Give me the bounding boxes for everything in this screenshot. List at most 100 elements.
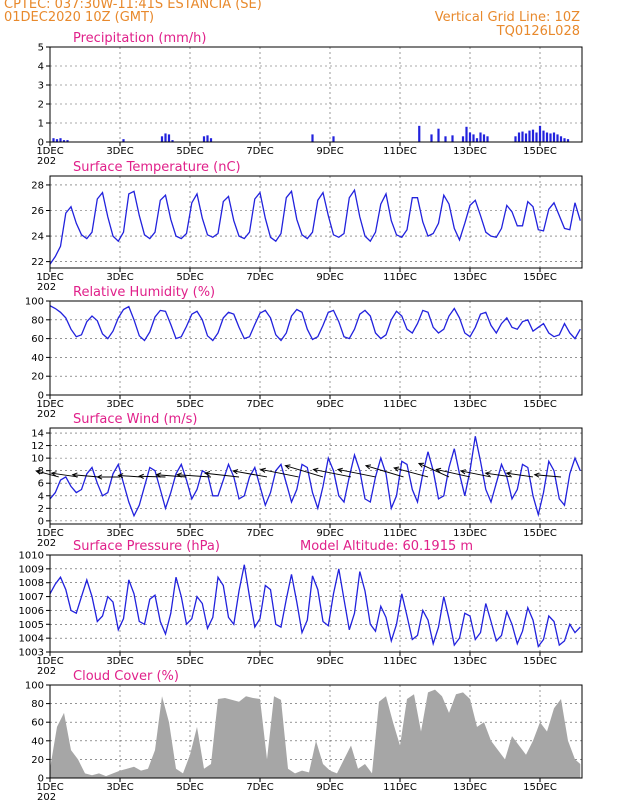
- precip-bar: [164, 133, 167, 142]
- precip-bar: [535, 132, 538, 142]
- precip-bar: [52, 138, 55, 142]
- precip-bar: [437, 128, 440, 142]
- rh-ytick-label: 60: [31, 334, 44, 345]
- rh-xtick-label: 5DEC: [176, 399, 203, 410]
- pres-ytick-label: 1004: [19, 634, 44, 645]
- precip-bar: [542, 130, 545, 142]
- wind-vector: [534, 474, 562, 478]
- rh-xtick-label: 11DEC: [383, 399, 417, 410]
- wind-xtick-label: 15DEC: [523, 528, 557, 539]
- precip-bar: [545, 132, 549, 142]
- precip-bar: [556, 134, 559, 142]
- wind-title: Surface Wind (m/s): [73, 412, 197, 427]
- wind-xtick-label: 7DEC: [246, 528, 273, 539]
- wind-ytick-label: 14: [31, 429, 44, 440]
- wind-vector: [460, 470, 492, 478]
- rh-year-fragment: 202: [37, 409, 56, 420]
- precip-bar: [418, 125, 421, 142]
- rh-xtick-label: 3DEC: [106, 399, 133, 410]
- temp-ytick-label: 28: [31, 180, 44, 191]
- temp-xtick-label: 7DEC: [246, 272, 273, 283]
- wind-vector-head: [417, 462, 425, 468]
- temp-xtick-label: 13DEC: [453, 272, 487, 283]
- precip-xtick-label: 1DEC: [36, 146, 63, 157]
- cloud-year-fragment: 202: [37, 792, 56, 800]
- wind-vector-head: [364, 464, 372, 470]
- precip-bar: [160, 136, 164, 142]
- pres-year-fragment: 202: [37, 666, 56, 677]
- precip-ytick-label: 1: [38, 119, 44, 130]
- rh-xtick-label: 7DEC: [246, 399, 273, 410]
- wind-vector: [260, 468, 299, 478]
- wind-vector: [285, 465, 324, 478]
- wind-xtick-label: 1DEC: [36, 528, 63, 539]
- precip-bar: [472, 134, 475, 142]
- precip-bar: [563, 138, 566, 142]
- cloud-xtick-label: 15DEC: [523, 782, 557, 793]
- cloud-ytick-label: 0: [38, 774, 44, 785]
- cloud-area: [50, 689, 581, 778]
- rh-title: Relative Humidity (%): [73, 285, 215, 300]
- precip-bar: [521, 131, 524, 142]
- wind-ytick-label: 0: [38, 516, 44, 527]
- pres-title: Surface Pressure (hPa): [73, 539, 220, 554]
- precip-xtick-label: 5DEC: [176, 146, 203, 157]
- rh-series-line: [49, 305, 581, 342]
- cloud-xtick-label: 7DEC: [246, 782, 273, 793]
- temp-title: Surface Temperature (nC): [73, 160, 241, 175]
- pres-xtick-label: 15DEC: [523, 656, 557, 667]
- wind-vector-head: [71, 472, 78, 478]
- precip-bar: [538, 125, 542, 142]
- precip-ytick-label: 5: [38, 43, 44, 54]
- precip-bar: [549, 133, 552, 142]
- precip-xtick-label: 11DEC: [383, 146, 417, 157]
- wind-vector: [365, 465, 404, 478]
- rh-ytick-label: 100: [25, 297, 44, 308]
- pres-ytick-label: 1006: [19, 606, 44, 617]
- cloud-ytick-label: 80: [31, 699, 44, 710]
- temp-xtick-label: 3DEC: [106, 272, 133, 283]
- wind-xtick-label: 13DEC: [453, 528, 487, 539]
- precip-bar: [552, 132, 556, 142]
- pres-ytick-label: 1010: [19, 551, 44, 562]
- wind-ytick-label: 10: [31, 454, 44, 465]
- temp-xtick-label: 9DEC: [316, 272, 343, 283]
- wind-ytick-label: 6: [38, 479, 44, 490]
- precip-bar: [479, 132, 482, 142]
- precip-year-fragment: 202: [37, 156, 56, 167]
- temp-panel: 22 24 26 28 1DEC 3DEC 5DEC 7DEC 9DEC 11DEC 13DEC 15…: [31, 160, 583, 293]
- rh-ytick-label: 20: [31, 372, 44, 383]
- wind-vector: [51, 472, 79, 478]
- precip-bar: [167, 134, 171, 142]
- wind-vector-head: [232, 469, 239, 475]
- header-grid-line: Vertical Grid Line: 10Z: [434, 10, 580, 25]
- precip-frame: [49, 46, 583, 143]
- wind-vector-head: [204, 471, 211, 477]
- wind-vector-head: [505, 471, 512, 477]
- wind-series-line: [49, 436, 581, 518]
- precip-xtick-label: 9DEC: [316, 146, 343, 157]
- precip-ytick-label: 0: [38, 138, 44, 149]
- precip-bar: [566, 139, 570, 142]
- wind-vector-head: [284, 464, 291, 470]
- wind-vector: [72, 474, 100, 478]
- cloud-ytick-label: 60: [31, 718, 44, 729]
- precip-ytick-label: 4: [38, 62, 44, 73]
- wind-vector: [177, 474, 212, 478]
- cloud-xtick-label: 11DEC: [383, 782, 417, 793]
- wind-vector-head: [393, 466, 400, 472]
- cloud-xtick-label: 13DEC: [453, 782, 487, 793]
- precip-xtick-label: 7DEC: [246, 146, 273, 157]
- cloud-ytick-label: 20: [31, 755, 44, 766]
- precip-bar: [171, 140, 174, 142]
- wind-vector-head: [336, 467, 343, 473]
- rh-xtick-label: 13DEC: [453, 399, 487, 410]
- wind-vector-head: [138, 473, 145, 479]
- cloud-xtick-label: 9DEC: [316, 782, 343, 793]
- precip-panel: 0 1 2 3 4 5 1DEC 3DEC 5DEC 7DEC 9DEC 11DEC 13DEC 15DE…: [36, 31, 583, 167]
- rh-panel: 0 20 40 60 80 100 1DEC 3DEC 5DEC 7DEC 9DEC 11DEC 13D…: [25, 285, 583, 420]
- wind-ytick-label: 4: [38, 491, 44, 502]
- wind-xtick-label: 5DEC: [176, 528, 203, 539]
- wind-vector-head: [50, 471, 57, 477]
- rh-ytick-label: 40: [31, 353, 44, 364]
